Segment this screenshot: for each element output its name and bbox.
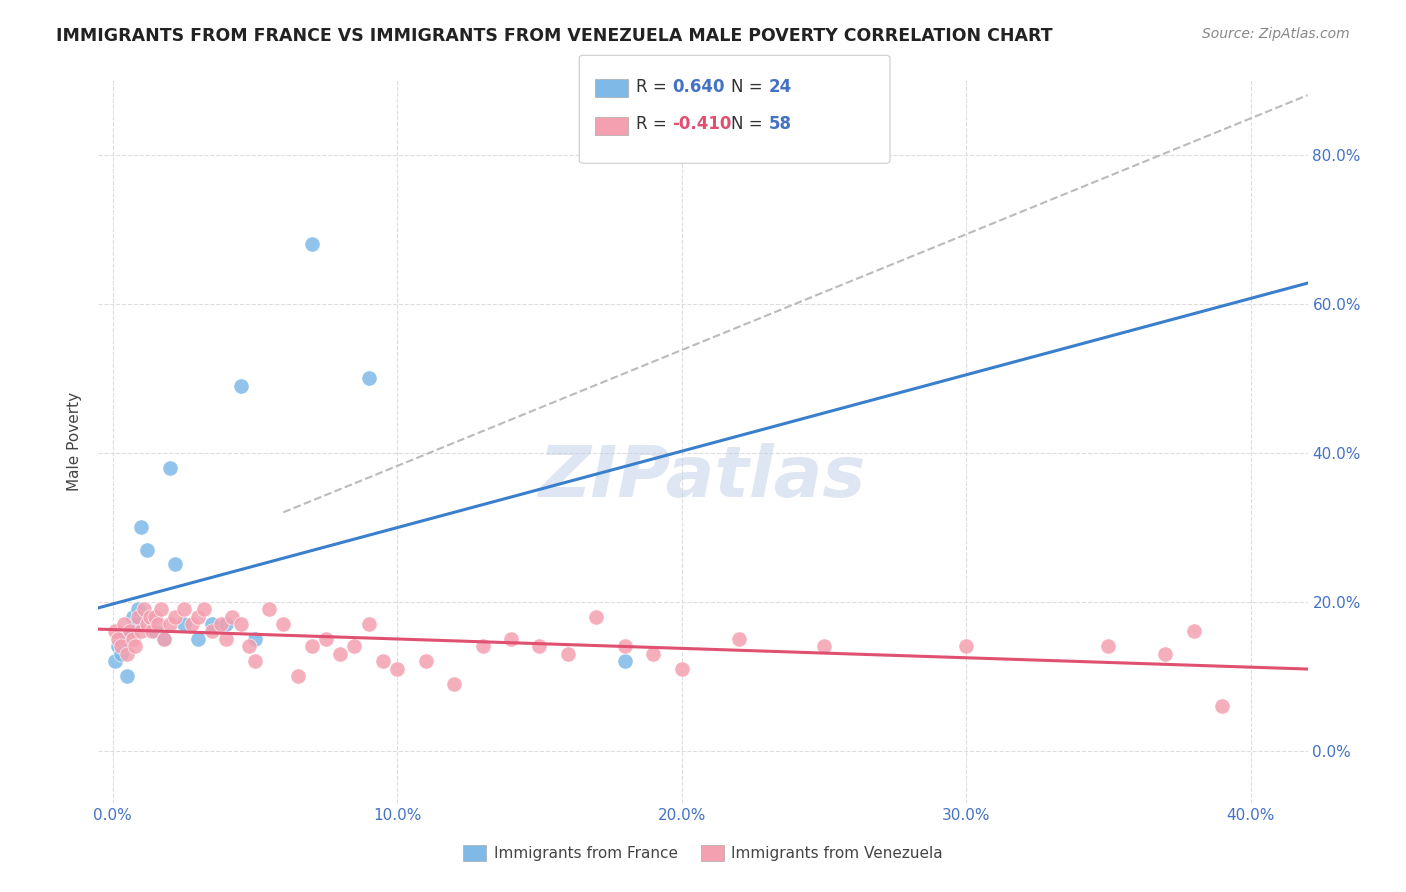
Point xyxy=(585,609,607,624)
Point xyxy=(150,602,173,616)
Point xyxy=(135,617,157,632)
Point xyxy=(357,617,380,632)
Point xyxy=(187,632,209,646)
Text: ZIPatlas: ZIPatlas xyxy=(540,443,866,512)
Text: R =: R = xyxy=(636,115,672,133)
Text: 58: 58 xyxy=(769,115,792,133)
Point xyxy=(127,609,149,624)
Point xyxy=(315,632,337,646)
Point xyxy=(243,632,266,646)
Point xyxy=(257,602,280,616)
Point xyxy=(135,542,157,557)
Point xyxy=(273,617,295,632)
Text: Source: ZipAtlas.com: Source: ZipAtlas.com xyxy=(1202,27,1350,41)
Point xyxy=(301,237,323,252)
Point xyxy=(415,654,437,668)
Point xyxy=(129,520,152,534)
Point xyxy=(159,617,181,632)
Point xyxy=(187,609,209,624)
Point xyxy=(1182,624,1205,639)
Point xyxy=(173,602,195,616)
Point xyxy=(727,632,749,646)
Point xyxy=(471,640,494,654)
Point xyxy=(329,647,352,661)
Point xyxy=(112,617,135,632)
Point xyxy=(141,624,163,639)
Point xyxy=(1154,647,1177,661)
Legend: Immigrants from France, Immigrants from Venezuela: Immigrants from France, Immigrants from … xyxy=(457,839,949,867)
Point xyxy=(129,624,152,639)
Point xyxy=(301,640,323,654)
Point xyxy=(443,676,465,690)
Point xyxy=(238,640,260,654)
Point xyxy=(343,640,366,654)
Point xyxy=(146,617,169,632)
Point xyxy=(104,654,127,668)
Point xyxy=(193,602,215,616)
Point xyxy=(557,647,579,661)
Point xyxy=(107,632,129,646)
Point xyxy=(813,640,835,654)
Point xyxy=(955,640,977,654)
Y-axis label: Male Poverty: Male Poverty xyxy=(67,392,83,491)
Point xyxy=(215,617,238,632)
Point xyxy=(529,640,551,654)
Point xyxy=(110,647,132,661)
Point xyxy=(124,640,146,654)
Point xyxy=(112,632,135,646)
Point xyxy=(115,669,138,683)
Point xyxy=(121,609,143,624)
Point xyxy=(201,624,224,639)
Point xyxy=(229,378,252,392)
Point xyxy=(118,624,141,639)
Point xyxy=(124,617,146,632)
Point xyxy=(165,558,187,572)
Point xyxy=(287,669,309,683)
Point xyxy=(159,460,181,475)
Point xyxy=(1097,640,1119,654)
Point xyxy=(132,602,155,616)
Point xyxy=(371,654,394,668)
Point xyxy=(118,624,141,639)
Point xyxy=(671,662,693,676)
Point xyxy=(153,632,176,646)
Point xyxy=(221,609,243,624)
Point xyxy=(613,640,636,654)
Text: IMMIGRANTS FROM FRANCE VS IMMIGRANTS FROM VENEZUELA MALE POVERTY CORRELATION CHA: IMMIGRANTS FROM FRANCE VS IMMIGRANTS FRO… xyxy=(56,27,1053,45)
Point xyxy=(613,654,636,668)
Point xyxy=(104,624,127,639)
Text: R =: R = xyxy=(636,78,672,95)
Text: -0.410: -0.410 xyxy=(672,115,731,133)
Point xyxy=(499,632,522,646)
Point xyxy=(127,602,149,616)
Point xyxy=(181,617,204,632)
Point xyxy=(643,647,665,661)
Point xyxy=(229,617,252,632)
Point xyxy=(385,662,408,676)
Point xyxy=(143,624,166,639)
Text: N =: N = xyxy=(731,115,768,133)
Point xyxy=(143,609,166,624)
Point xyxy=(115,647,138,661)
Point xyxy=(110,640,132,654)
Point xyxy=(138,609,160,624)
Point xyxy=(165,609,187,624)
Point xyxy=(173,617,195,632)
Point xyxy=(107,640,129,654)
Point xyxy=(1211,698,1233,713)
Point xyxy=(357,371,380,385)
Point xyxy=(153,632,176,646)
Text: 0.640: 0.640 xyxy=(672,78,724,95)
Text: N =: N = xyxy=(731,78,768,95)
Point xyxy=(201,617,224,632)
Point xyxy=(121,632,143,646)
Text: 24: 24 xyxy=(769,78,793,95)
Point xyxy=(215,632,238,646)
Point xyxy=(209,617,232,632)
Point xyxy=(243,654,266,668)
